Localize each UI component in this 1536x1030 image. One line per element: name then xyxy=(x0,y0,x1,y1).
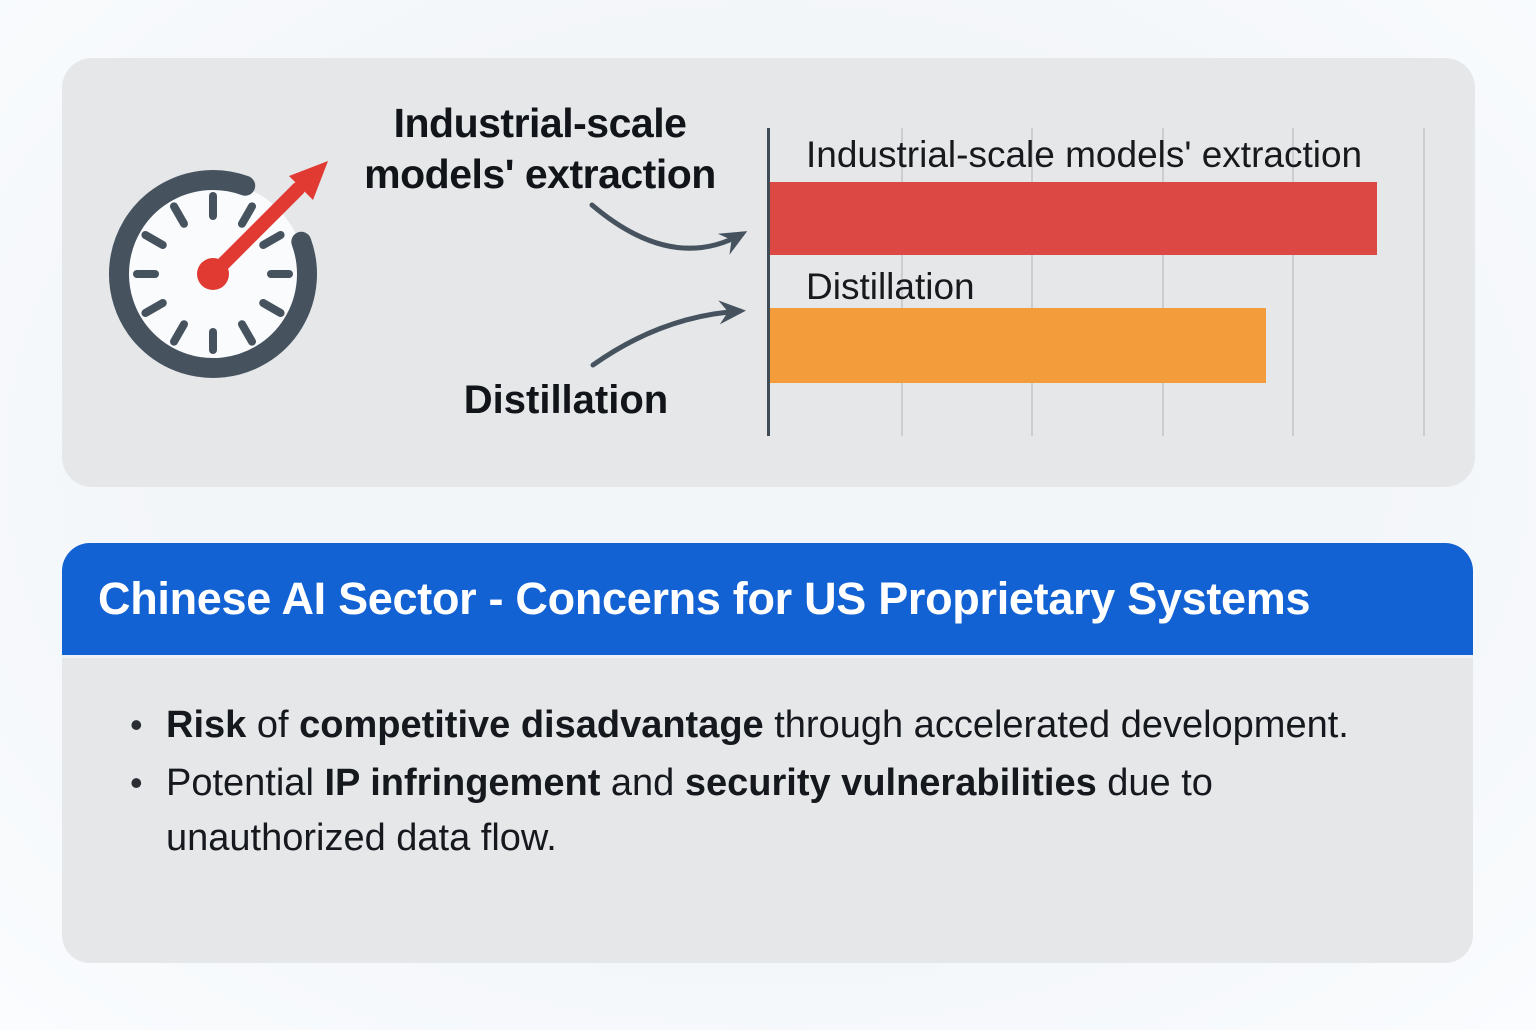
bullet-text-bold: competitive disadvantage xyxy=(299,704,764,746)
bullet-item: Risk of competitive disadvantage through… xyxy=(128,697,1390,753)
callout-label-extraction: Industrial-scale models' extraction xyxy=(340,98,740,200)
gridline xyxy=(1423,128,1425,436)
clock-ring xyxy=(109,170,317,378)
connector-arrows xyxy=(589,202,748,368)
clock-needle-hub xyxy=(197,258,229,290)
bullet-text: through accelerated development. xyxy=(763,704,1349,746)
summary-card: Chinese AI Sector - Concerns for US Prop… xyxy=(62,543,1473,963)
bullet-text-bold: security vulnerabilities xyxy=(684,762,1097,804)
bar-label-extraction: Industrial-scale models' extraction xyxy=(806,134,1363,175)
summary-card-title: Chinese AI Sector - Concerns for US Prop… xyxy=(98,573,1311,624)
gridline xyxy=(1292,128,1295,436)
callout-label-extraction-line2: models' extraction xyxy=(364,151,716,197)
bullet-text: Potential xyxy=(166,762,325,804)
bullet-item: Potential IP infringement and security v… xyxy=(128,755,1390,866)
gridline xyxy=(900,128,903,436)
bullet-text-bold: Risk xyxy=(166,704,247,746)
summary-card-header: Chinese AI Sector - Concerns for US Prop… xyxy=(62,543,1473,658)
bar-label-distillation: Distillation xyxy=(806,266,975,307)
bar-distillation xyxy=(770,308,1267,383)
gridline xyxy=(1031,128,1034,436)
bullet-text: of xyxy=(246,704,300,746)
bullet-list: Risk of competitive disadvantage through… xyxy=(128,697,1390,866)
speedometer-clock-icon xyxy=(109,161,328,378)
bullet-text: due to unauthorized data flow. xyxy=(166,762,1213,859)
chart-y-axis-line xyxy=(767,128,770,436)
summary-card-body: Risk of competitive disadvantage through… xyxy=(62,658,1473,866)
gridline xyxy=(1161,128,1164,436)
clock-needle xyxy=(206,182,305,281)
bar-chart: Industrial-scale models' extraction Dist… xyxy=(770,128,1425,436)
bullet-text: and xyxy=(600,762,685,804)
illustration-panel: Industrial-scale models' extraction Dist… xyxy=(62,58,1475,487)
curved-arrow-to-orange-bar xyxy=(590,300,746,368)
callout-label-extraction-line1: Industrial-scale xyxy=(393,100,687,146)
curved-arrow-to-red-bar xyxy=(589,202,748,255)
callout-label-distillation: Distillation xyxy=(463,378,669,422)
bullet-text-bold: IP infringement xyxy=(324,762,601,804)
bar-extraction xyxy=(770,182,1378,255)
clock-tick-marks xyxy=(133,192,293,354)
clock-needle-arrowhead xyxy=(289,161,328,200)
